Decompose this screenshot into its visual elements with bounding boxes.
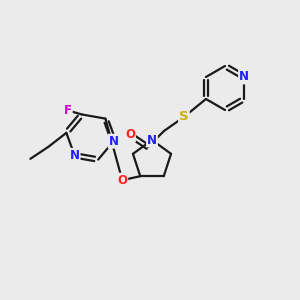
Text: N: N (109, 135, 118, 148)
Text: O: O (125, 128, 135, 142)
Text: F: F (64, 104, 72, 117)
Text: O: O (117, 174, 127, 187)
Text: N: N (239, 70, 249, 83)
Text: N: N (147, 134, 157, 146)
Text: N: N (70, 149, 80, 162)
Text: S: S (179, 110, 189, 124)
